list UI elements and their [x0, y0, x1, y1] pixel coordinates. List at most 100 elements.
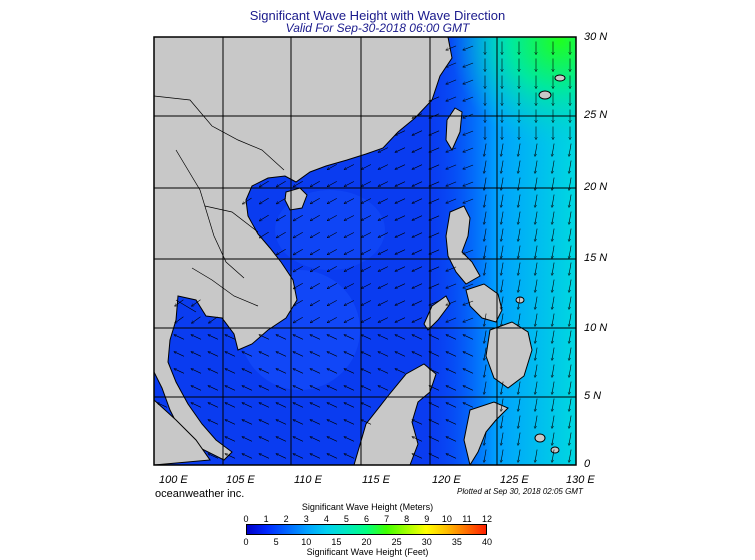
- wave-arrow: [412, 317, 423, 323]
- wave-arrow: [293, 316, 303, 323]
- lat-label-5n: 5 N: [584, 390, 602, 402]
- wave-arrow: [395, 300, 406, 306]
- wave-arrow: [552, 143, 555, 157]
- legend-title-meters: Significant Wave Height (Meters): [301, 502, 434, 512]
- wave-arrow: [569, 398, 572, 412]
- wave-arrow: [429, 96, 440, 101]
- wave-arrow: [293, 454, 304, 459]
- wave-arrow: [327, 249, 337, 254]
- lon-label-110e: 110 E: [294, 474, 322, 486]
- wave-arrow: [259, 214, 269, 221]
- wave-arrow: [463, 198, 474, 203]
- wave-arrow: [293, 335, 304, 340]
- wave-arrow: [429, 420, 440, 425]
- wave-arrow: [463, 300, 474, 305]
- wave-arrow: [412, 352, 423, 357]
- wave-arrow: [208, 403, 219, 408]
- wave-arrow: [569, 449, 572, 463]
- wave-arrow: [484, 262, 487, 276]
- wave-arrow: [518, 415, 521, 429]
- wave-arrow: [446, 62, 457, 67]
- wave-arrow: [191, 335, 202, 340]
- wave-arrow: [293, 265, 303, 272]
- legend-feet-tick: 30: [421, 537, 432, 547]
- legend-meters-tick: 4: [323, 514, 329, 524]
- wave-arrow: [395, 317, 406, 323]
- wave-arrow: [344, 317, 355, 323]
- wave-arrow: [208, 454, 219, 459]
- plotted-timestamp: Plotted at Sep 30, 2018 02:05 GMT: [457, 487, 583, 496]
- wave-arrow: [552, 194, 555, 208]
- wave-arrow: [242, 403, 253, 408]
- wave-arrow: [429, 215, 440, 220]
- wave-arrow: [259, 403, 270, 408]
- wave-arrow: [569, 228, 572, 242]
- legend-feet-tick: 40: [481, 537, 493, 547]
- wave-arrow: [569, 432, 572, 446]
- wave-arrow: [276, 437, 287, 442]
- wave-arrow: [501, 262, 504, 276]
- wave-arrow: [225, 420, 236, 425]
- wave-arrow: [361, 386, 372, 391]
- wave-arrow: [293, 231, 303, 238]
- wave-arrow: [569, 313, 572, 327]
- wave-arrow: [192, 299, 201, 306]
- wave-arrow: [293, 180, 303, 187]
- wave-arrow: [293, 386, 304, 391]
- wave-arrow: [293, 420, 304, 425]
- wave-arrow: [395, 249, 406, 255]
- wave-arrow: [395, 283, 406, 289]
- wave-arrow: [484, 313, 487, 327]
- wave-arrow: [361, 283, 372, 289]
- wave-arrow: [463, 386, 474, 391]
- wave-arrow: [378, 232, 389, 238]
- wave-direction-arrows: [157, 41, 572, 463]
- wave-arrow: [395, 215, 406, 221]
- wave-arrow: [395, 369, 406, 374]
- wave-arrow: [378, 215, 389, 221]
- wave-arrow: [446, 437, 457, 442]
- wave-arrow: [293, 299, 303, 306]
- wave-arrow: [310, 454, 321, 459]
- wave-arrow: [463, 317, 474, 322]
- wave-arrow: [276, 231, 286, 238]
- wave-arrow: [378, 369, 389, 374]
- wave-arrow: [327, 335, 338, 340]
- wave-arrow: [344, 249, 355, 255]
- wave-arrow: [429, 369, 440, 374]
- wave-arrow: [429, 300, 440, 305]
- legend-feet-tick: 5: [273, 537, 279, 547]
- wave-arrow: [518, 194, 521, 208]
- wave-arrow: [569, 211, 572, 225]
- wave-arrow: [552, 432, 555, 446]
- wave-arrow: [484, 160, 487, 174]
- wave-arrow: [446, 420, 457, 425]
- wave-arrow: [552, 160, 555, 174]
- wave-arrow: [552, 415, 555, 429]
- wave-arrow: [484, 432, 487, 446]
- wave-arrow: [344, 266, 355, 272]
- wave-arrow: [310, 232, 320, 237]
- wave-arrow: [484, 143, 487, 157]
- wave-arrow: [344, 232, 355, 238]
- wave-arrow: [209, 316, 218, 323]
- wave-arrow: [429, 181, 440, 186]
- wave-arrow: [327, 266, 337, 271]
- wave-arrow: [501, 160, 504, 174]
- wave-arrow: [484, 245, 487, 259]
- legend-meters-tick: 0: [243, 514, 249, 524]
- wave-arrow: [569, 194, 572, 208]
- wave-arrow: [412, 420, 423, 425]
- wave-arrow: [412, 181, 423, 187]
- wave-arrow: [310, 386, 321, 391]
- wave-arrow: [378, 249, 389, 255]
- wave-arrow: [344, 369, 355, 374]
- wave-arrow: [569, 143, 572, 157]
- wave-arrow: [463, 96, 474, 101]
- wave-arrow: [569, 347, 572, 361]
- wave-arrow: [446, 198, 457, 203]
- wave-arrow: [552, 296, 555, 310]
- wave-arrow: [484, 330, 487, 344]
- wave-arrow: [484, 194, 487, 208]
- wave-arrow: [259, 180, 269, 187]
